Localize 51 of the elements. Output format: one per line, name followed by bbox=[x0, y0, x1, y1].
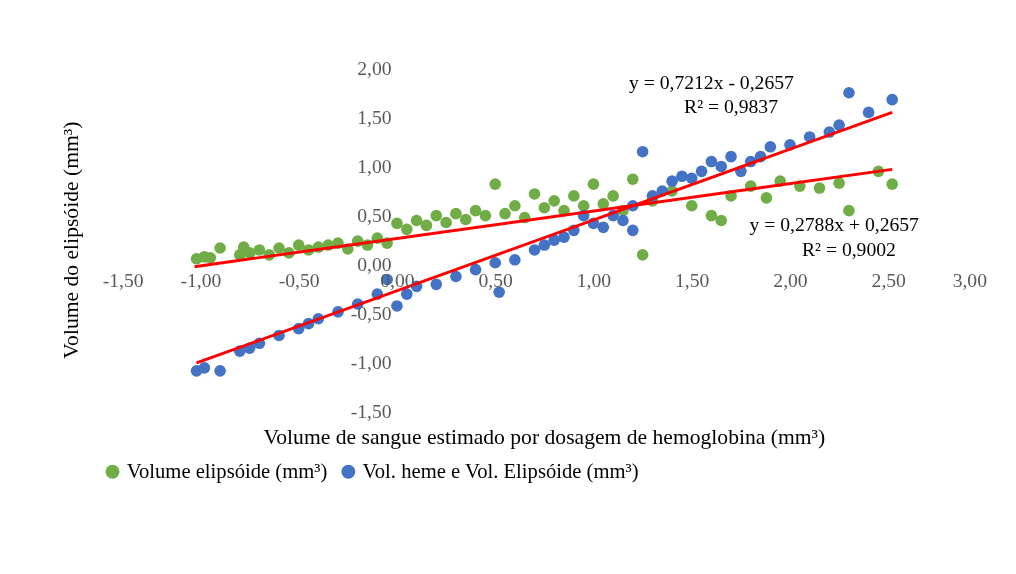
point bbox=[695, 165, 708, 178]
x-tick-label: 0,50 bbox=[478, 268, 514, 291]
point bbox=[685, 172, 698, 185]
point bbox=[617, 214, 629, 227]
point bbox=[833, 119, 845, 131]
y-tick-label: -1,00 bbox=[350, 351, 392, 374]
x-tick-label: 1,00 bbox=[576, 268, 612, 291]
x-tick-label: 1,50 bbox=[675, 268, 710, 291]
point bbox=[450, 270, 462, 283]
point bbox=[597, 221, 610, 234]
x-tick-label: -1,50 bbox=[102, 268, 144, 291]
point bbox=[489, 256, 502, 269]
point bbox=[626, 224, 639, 237]
point bbox=[198, 362, 211, 374]
point bbox=[764, 140, 777, 153]
legend-label: Volume elipsóide (mm³) bbox=[126, 459, 328, 483]
y-tick-label: 1,00 bbox=[357, 154, 392, 177]
y-axis-title: Volume do elipsóide (mm³) bbox=[58, 121, 83, 359]
point bbox=[705, 155, 718, 168]
annotation: R² = 0,9002 bbox=[802, 237, 896, 260]
y-tick-label: -1,50 bbox=[350, 400, 392, 423]
x-tick-label: 2,50 bbox=[871, 268, 907, 291]
point bbox=[886, 93, 899, 106]
x-tick-label: -1,00 bbox=[180, 268, 222, 291]
legend-label: Vol. heme e Vol. Elipsóide (mm³) bbox=[362, 459, 639, 483]
point bbox=[715, 160, 728, 173]
y-tick-label: 0,50 bbox=[357, 203, 392, 226]
annotation: R² = 0,9837 bbox=[684, 95, 779, 118]
x-tick-label: -0,50 bbox=[278, 268, 320, 291]
point bbox=[666, 175, 678, 187]
y-tick-label: 2,00 bbox=[357, 56, 392, 79]
point bbox=[509, 253, 521, 266]
point bbox=[636, 145, 649, 158]
point bbox=[725, 150, 737, 163]
x-tick-label: 2,00 bbox=[773, 268, 808, 291]
y-tick-label: 1,50 bbox=[357, 105, 392, 128]
y-tick-label: -0,50 bbox=[350, 302, 392, 325]
annotation: y = 0,2788x + 0,2657 bbox=[749, 213, 920, 236]
point bbox=[676, 170, 688, 183]
point bbox=[528, 244, 541, 256]
x-axis-title: Volume de sangue estimado por dosagem de hemoglobina (mm³) bbox=[263, 424, 826, 449]
point bbox=[862, 106, 875, 119]
point bbox=[843, 86, 855, 99]
point bbox=[214, 365, 226, 377]
point bbox=[558, 231, 570, 243]
point bbox=[391, 300, 403, 312]
point bbox=[538, 239, 551, 251]
point bbox=[469, 263, 482, 276]
annotation: y = 0,7212x - 0,2657 bbox=[628, 70, 795, 93]
x-tick-label: 3,00 bbox=[952, 268, 988, 291]
point bbox=[430, 278, 443, 291]
